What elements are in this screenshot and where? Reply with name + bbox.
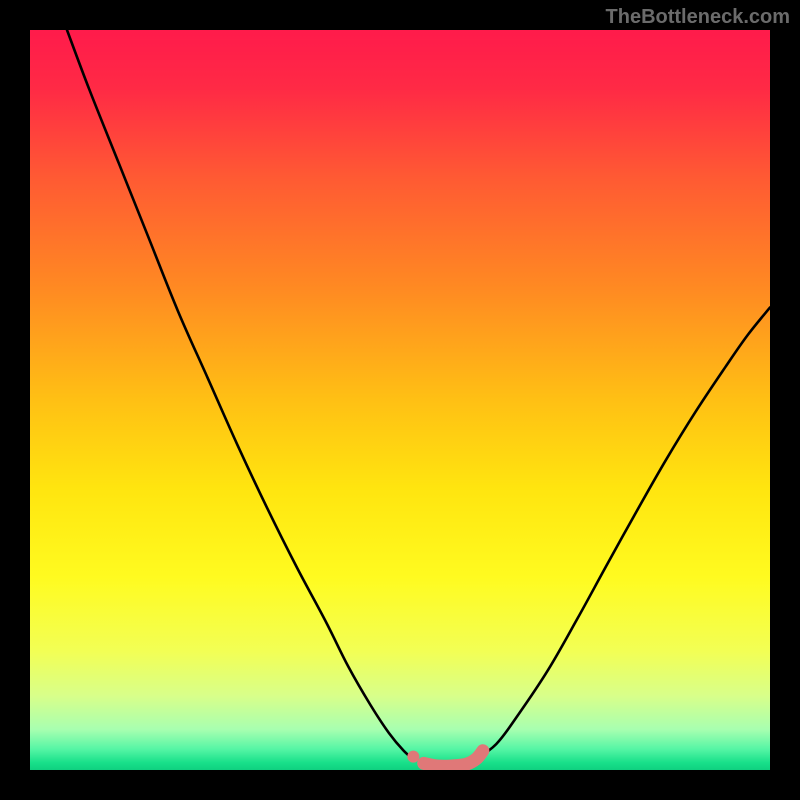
curve-left <box>67 30 415 760</box>
base-segment <box>424 751 483 766</box>
watermark-text: TheBottleneck.com <box>606 6 790 29</box>
chart-frame: TheBottleneck.com <box>0 0 800 800</box>
marker-dot <box>407 751 419 763</box>
curve-right <box>474 308 770 761</box>
curve-layer <box>30 30 770 770</box>
plot-area <box>30 30 770 770</box>
